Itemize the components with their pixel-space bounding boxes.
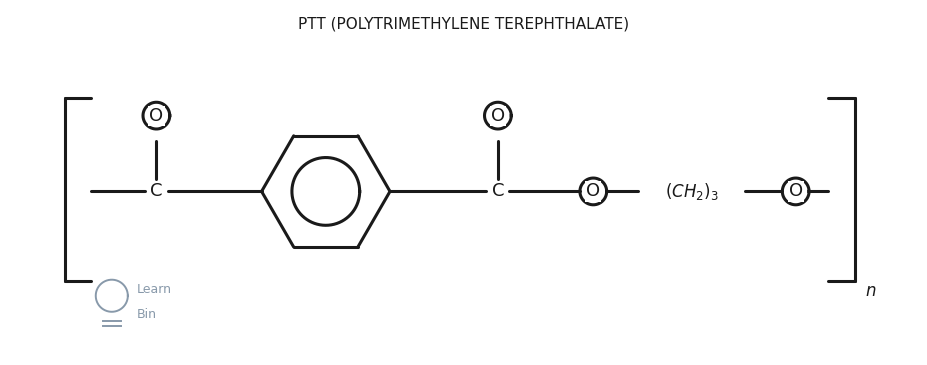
Text: O: O (788, 182, 802, 200)
Text: n: n (864, 283, 875, 300)
Text: C: C (150, 182, 162, 200)
Text: C: C (491, 182, 503, 200)
Text: O: O (149, 107, 163, 124)
Text: PTT (POLYTRIMETHYLENE TEREPHTHALATE): PTT (POLYTRIMETHYLENE TEREPHTHALATE) (298, 16, 629, 31)
Text: Bin: Bin (136, 308, 157, 321)
Text: $(CH_2)_3$: $(CH_2)_3$ (664, 181, 717, 202)
Text: O: O (490, 107, 504, 124)
Text: Learn: Learn (136, 283, 171, 296)
Text: O: O (586, 182, 600, 200)
